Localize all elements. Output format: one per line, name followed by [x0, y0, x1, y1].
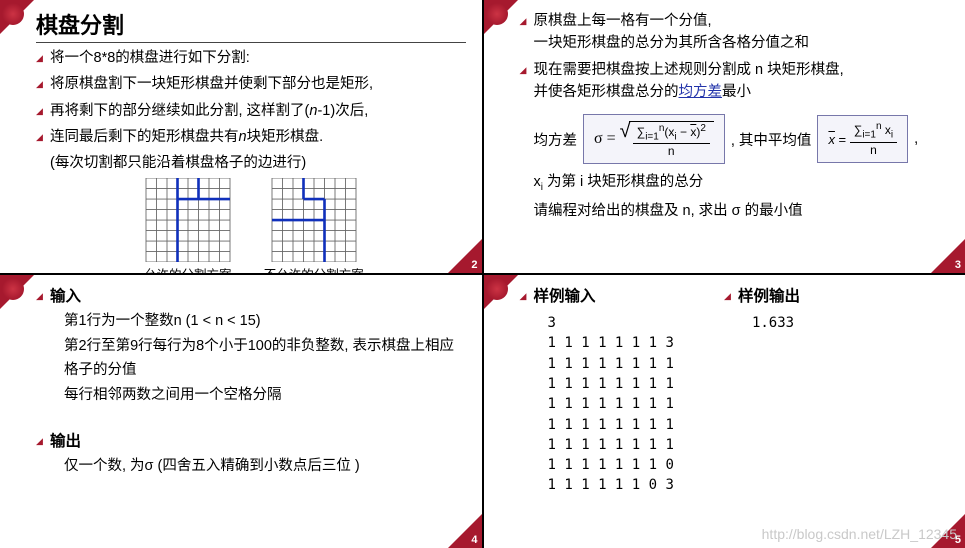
formula-sigma: σ = √ ∑i=1n(xi − x)2 n	[583, 114, 725, 164]
bullet-list: 样例输入	[520, 285, 674, 309]
var-n: n	[239, 129, 247, 145]
bullet-list: 原棋盘上每一格有一个分值, 一块矩形棋盘的总分为其所含各格分值之和 现在需要把棋…	[520, 10, 950, 104]
text: 原棋盘上每一格有一个分值,	[534, 13, 712, 29]
heading-sample-out: 样例输出	[738, 288, 800, 305]
corner-logo	[484, 0, 518, 34]
text: 最小	[722, 84, 751, 100]
heading-input: 输入	[50, 288, 81, 305]
sample-output-col: 样例输出 1.633	[724, 283, 800, 496]
text: 一块矩形棋盘的总分为其所含各格分值之和	[534, 35, 810, 51]
bullet: 将原棋盘割下一块矩形棋盘并使剩下部分也是矩形,	[36, 73, 466, 95]
bullet-list: 输入 第1行为一个整数n (1 < n < 15) 第2行至第9行每行为8个小于…	[36, 285, 466, 478]
sample-input-col: 样例输入 3 1 1 1 1 1 1 1 3 1 1 1 1 1 1 1 1 1…	[520, 283, 674, 496]
mid-text: , 其中平均值	[731, 129, 812, 150]
slide-1: 2 棋盘分割 将一个8*8的棋盘进行如下分割: 将原棋盘割下一块矩形棋盘并使剩下…	[0, 0, 482, 273]
page-number: 2	[471, 259, 477, 271]
formula-row: 均方差 σ = √ ∑i=1n(xi − x)2 n , 其中平均值	[520, 114, 919, 164]
bullet-list: 将一个8*8的棋盘进行如下分割: 将原棋盘割下一块矩形棋盘并使剩下部分也是矩形,…	[36, 47, 466, 149]
text: -1)次后,	[317, 103, 368, 119]
label-sigma: 均方差	[534, 129, 578, 150]
heading-output: 输出	[50, 433, 81, 450]
slide-title: 棋盘分割	[36, 8, 466, 43]
board-disallowed: 不允许的分割方案	[264, 178, 364, 273]
bullet: 再将剩下的部分继续如此分割, 这样割了(n-1)次后,	[36, 100, 466, 122]
slide-4: 5 样例输入 3 1 1 1 1 1 1 1 3 1 1 1 1 1 1 1 1…	[484, 275, 965, 548]
text: 现在需要把棋盘按上述规则分割成 n 块矩形棋盘,	[534, 62, 844, 78]
corner-logo	[0, 0, 34, 34]
board-disallowed-svg	[264, 178, 364, 262]
bullet: 原棋盘上每一格有一个分值, 一块矩形棋盘的总分为其所含各格分值之和	[520, 10, 950, 55]
heading-sample-in: 样例输入	[534, 288, 596, 305]
corner-logo	[484, 275, 518, 309]
board-allowed: 允许的分割方案	[138, 178, 238, 273]
slide-2: 3 原棋盘上每一格有一个分值, 一块矩形棋盘的总分为其所含各格分值之和 现在需要…	[484, 0, 965, 273]
caption-allowed: 允许的分割方案	[138, 264, 238, 273]
slides-grid: 2 棋盘分割 将一个8*8的棋盘进行如下分割: 将原棋盘割下一块矩形棋盘并使剩下…	[0, 0, 965, 548]
caption-disallowed: 不允许的分割方案	[264, 264, 364, 273]
corner-logo	[0, 275, 34, 309]
xi-line: xi 为第 i 块矩形棋盘的总分	[520, 170, 950, 193]
note: (每次切割都只能沿着棋盘格子的边进行)	[36, 151, 466, 172]
input-l1: 第1行为一个整数n (1 < n < 15)	[50, 309, 466, 334]
bullet: 现在需要把棋盘按上述规则分割成 n 块矩形棋盘, 并使各矩形棋盘总分的均方差最小	[520, 59, 950, 104]
text: 块矩形棋盘.	[247, 129, 324, 145]
bullet-list: 样例输出	[724, 285, 800, 309]
input-l3: 每行相邻两数之间用一个空格分隔	[50, 383, 466, 408]
bullet: 连同最后剩下的矩形棋盘共有n块矩形棋盘.	[36, 126, 466, 148]
tail: ,	[914, 131, 918, 147]
text: 连同最后剩下的矩形棋盘共有	[50, 129, 239, 145]
text: 并使各矩形棋盘总分的	[534, 84, 679, 100]
bullet-output: 输出 仅一个数, 为σ (四舍五入精确到小数点后三位 )	[36, 430, 466, 479]
bullet-sample-out: 样例输出	[724, 285, 800, 309]
boards: 允许的分割方案	[36, 178, 466, 273]
output-l1: 仅一个数, 为σ (四舍五入精确到小数点后三位 )	[50, 454, 466, 479]
bullet: 将一个8*8的棋盘进行如下分割:	[36, 47, 466, 69]
page-number: 5	[955, 534, 961, 546]
slide-2-content: 原棋盘上每一格有一个分值, 一块矩形棋盘的总分为其所含各格分值之和 现在需要把棋…	[520, 8, 950, 261]
page-number: 4	[471, 534, 477, 546]
sample-output: 1.633	[724, 313, 800, 333]
input-l2: 第2行至第9行每行为8个小于100的非负整数, 表示棋盘上相应格子的分值	[50, 334, 466, 383]
sample-columns: 样例输入 3 1 1 1 1 1 1 1 3 1 1 1 1 1 1 1 1 1…	[520, 283, 950, 496]
slide-3-content: 输入 第1行为一个整数n (1 < n < 15) 第2行至第9行每行为8个小于…	[36, 283, 466, 536]
slide-3: 4 输入 第1行为一个整数n (1 < n < 15) 第2行至第9行每行为8个…	[0, 275, 482, 548]
req-line: 请编程对给出的棋盘及 n, 求出 σ 的最小值	[520, 199, 950, 220]
bullet-input: 输入 第1行为一个整数n (1 < n < 15) 第2行至第9行每行为8个小于…	[36, 285, 466, 408]
board-allowed-svg	[138, 178, 238, 262]
sample-input: 3 1 1 1 1 1 1 1 3 1 1 1 1 1 1 1 1 1 1 1 …	[520, 313, 674, 496]
emphasis: 均方差	[679, 84, 723, 100]
formula-mean: x = ∑i=1n xi n	[817, 115, 908, 162]
slide-1-content: 棋盘分割 将一个8*8的棋盘进行如下分割: 将原棋盘割下一块矩形棋盘并使剩下部分…	[36, 8, 466, 261]
page-number: 3	[955, 259, 961, 271]
bullet-sample-in: 样例输入	[520, 285, 674, 309]
slide-4-content: 样例输入 3 1 1 1 1 1 1 1 3 1 1 1 1 1 1 1 1 1…	[520, 283, 950, 536]
text: 再将剩下的部分继续如此分割, 这样割了(	[50, 103, 309, 119]
